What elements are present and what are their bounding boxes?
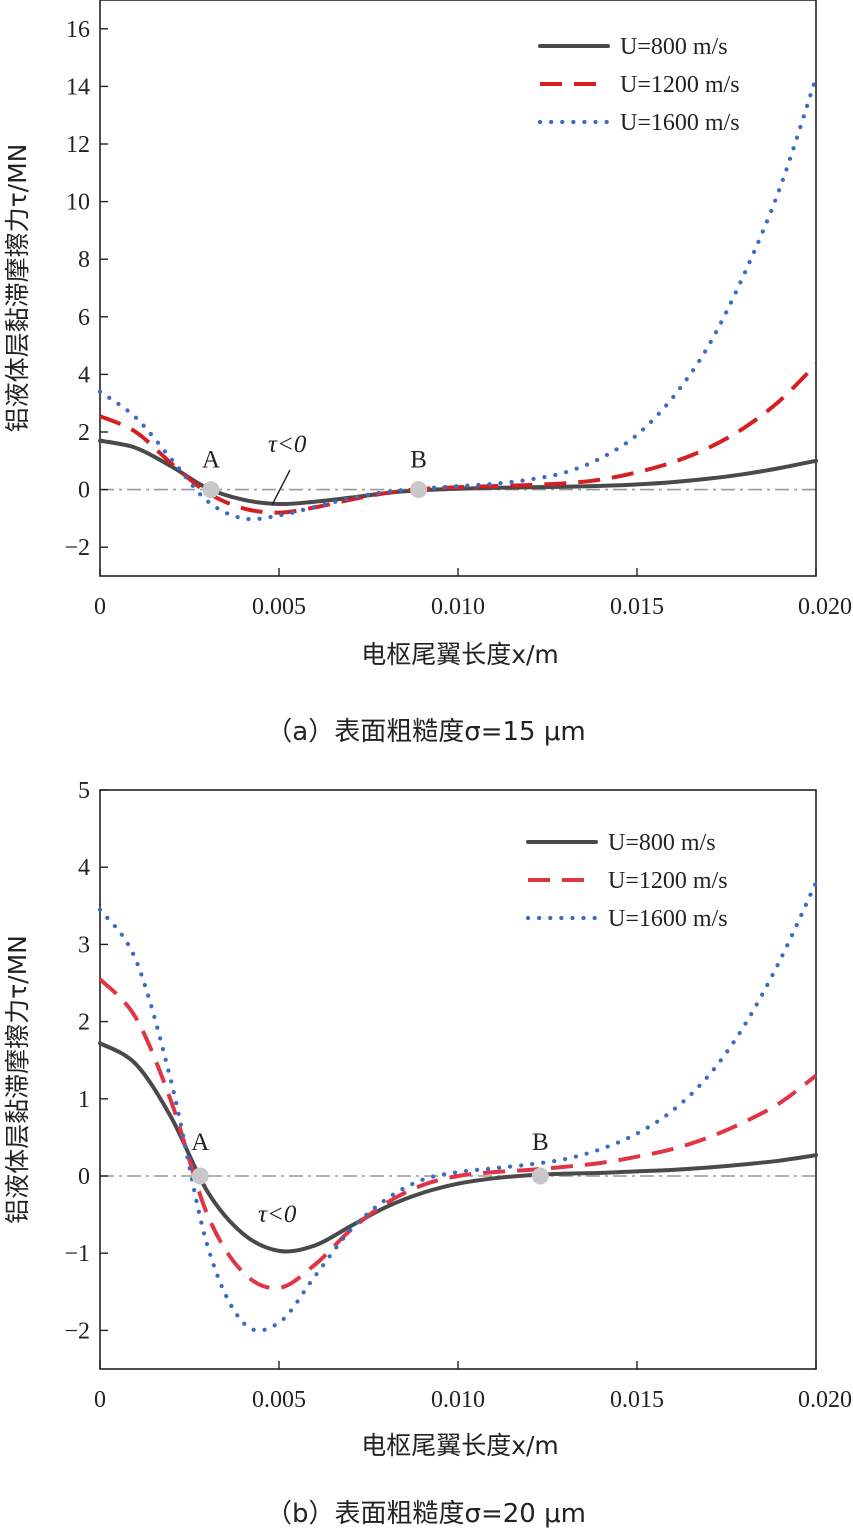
point-marker-b	[410, 481, 428, 499]
x-tick-label: 0.010	[431, 594, 485, 620]
x-tick-label: 0.020	[798, 594, 852, 620]
x-tick-label: 0.015	[610, 594, 664, 620]
chart-a: −2 0 2 4 6 8 10 12 14 16 0 0.005 0.010 0.015 0.020 A Bτ<…	[3, 0, 852, 747]
y-tick-label: 16	[66, 17, 90, 43]
y-tick-label: 2	[78, 420, 90, 446]
y-tick-label: 0	[78, 478, 90, 504]
x-tick-label: 0	[94, 594, 106, 620]
figure-caption: （b）表面粗糙度σ=20 μm	[266, 1499, 586, 1529]
y-tick-label: 1	[78, 1087, 90, 1113]
x-tick-label: 0.005	[252, 1387, 306, 1413]
y-axis-label: 铝液体层黏滞摩擦力τ/MN	[3, 144, 32, 433]
series-line-3	[97, 75, 819, 522]
y-tick-label: −2	[64, 1318, 90, 1344]
legend-entry-1: U=800 m/s	[620, 34, 728, 60]
annotation-tau-negative: τ<0	[268, 431, 307, 458]
y-tick-label: 14	[66, 74, 90, 100]
x-tick-label: 0.015	[610, 1387, 664, 1413]
annotation-tau-negative: τ<0	[258, 1201, 297, 1228]
point-marker-a	[202, 481, 220, 499]
x-tick-label: 0	[94, 1387, 106, 1413]
y-axis-label: 铝液体层黏滞摩擦力τ/MN	[3, 935, 32, 1224]
legend-entry-3: U=1600 m/s	[620, 110, 740, 136]
figure-caption: （a）表面粗糙度σ=15 μm	[266, 717, 585, 747]
y-tick-label: 6	[78, 305, 90, 331]
point-marker-a	[191, 1167, 209, 1185]
y-tick-label: 4	[78, 362, 90, 388]
legend-entry-3: U=1600 m/s	[608, 906, 728, 932]
x-tick-label: 0.020	[798, 1387, 852, 1413]
y-tick-label: 5	[78, 778, 90, 804]
y-tick-label: 0	[78, 1164, 90, 1190]
x-axis-label: 电枢尾翼长度x/m	[361, 1431, 559, 1460]
legend-entry-2: U=1200 m/s	[608, 868, 728, 894]
point-label-b: B	[410, 447, 427, 474]
x-axis-label: 电枢尾翼长度x/m	[361, 640, 559, 669]
chart-b: −2 −1 0 1 2 3 4 5 0 0.005 0.010 0.015 0.020 A Bτ<0 U=80…	[3, 778, 852, 1529]
annotation-leader-line	[271, 469, 291, 506]
legend-entry-1: U=800 m/s	[608, 830, 716, 856]
series-line-2	[98, 977, 818, 1291]
series-line-1	[98, 1041, 818, 1254]
y-tick-label: 4	[78, 855, 90, 881]
y-tick-label: 12	[66, 132, 90, 158]
x-tick-label: 0.010	[431, 1387, 485, 1413]
point-marker-b	[531, 1167, 549, 1185]
y-tick-label: 3	[78, 932, 90, 958]
series-line-3	[97, 880, 819, 1333]
legend-entry-2: U=1200 m/s	[620, 72, 740, 98]
x-tick-label: 0.005	[252, 594, 306, 620]
y-tick-label: −2	[64, 535, 90, 561]
y-tick-label: −1	[64, 1241, 90, 1267]
point-label-b: B	[532, 1129, 549, 1156]
y-tick-label: 2	[78, 1010, 90, 1036]
point-label-a: A	[202, 447, 220, 474]
y-tick-label: 8	[78, 247, 90, 273]
point-label-a: A	[191, 1129, 209, 1156]
y-tick-label: 10	[66, 190, 90, 216]
